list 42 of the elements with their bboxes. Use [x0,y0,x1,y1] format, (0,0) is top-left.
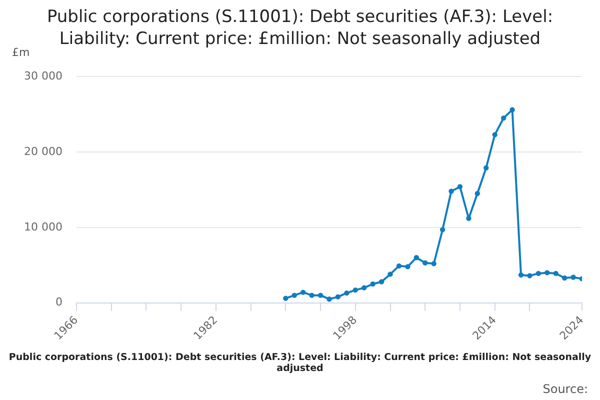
point [378,279,384,284]
point [457,184,463,190]
y-tick-label: 20 000 [24,144,62,158]
point [484,165,489,170]
text: Public corporations (S.11001): Debt securities (AF.3): Level: Liability: Current price: £million: Not seasonally adjusted [8,352,592,374]
point [414,255,419,260]
point [510,107,515,112]
point [309,292,314,298]
point [318,292,324,298]
chart-title: Public corporations (S.11001): Debt securities (AF.3): Level: Liability: Current price: £million: Not seasonally adjusted [46,7,554,49]
point [405,264,410,270]
point [388,272,393,277]
y-tick-label: 10 000 [24,220,62,234]
point [431,261,436,266]
point [553,270,558,276]
point [370,281,376,287]
y-tick-label: 0 [55,296,62,309]
point [492,132,498,138]
point [440,227,446,232]
y-axis-title: £m [12,46,30,59]
point [500,115,506,121]
point [474,190,480,196]
point [570,274,576,280]
point [544,270,550,276]
y-tick-label: 30 000 [24,69,62,82]
point [422,260,428,266]
point [292,292,297,298]
point [335,294,341,300]
source-note: Source: [542,382,588,396]
point [344,290,350,296]
point [300,290,306,295]
point [396,263,402,269]
point [283,296,288,301]
point [448,188,454,194]
point [562,275,568,281]
point [466,216,472,221]
point [536,270,542,276]
point [352,287,358,293]
point [527,273,532,278]
point [326,296,332,302]
point [518,272,524,278]
point [362,285,367,290]
